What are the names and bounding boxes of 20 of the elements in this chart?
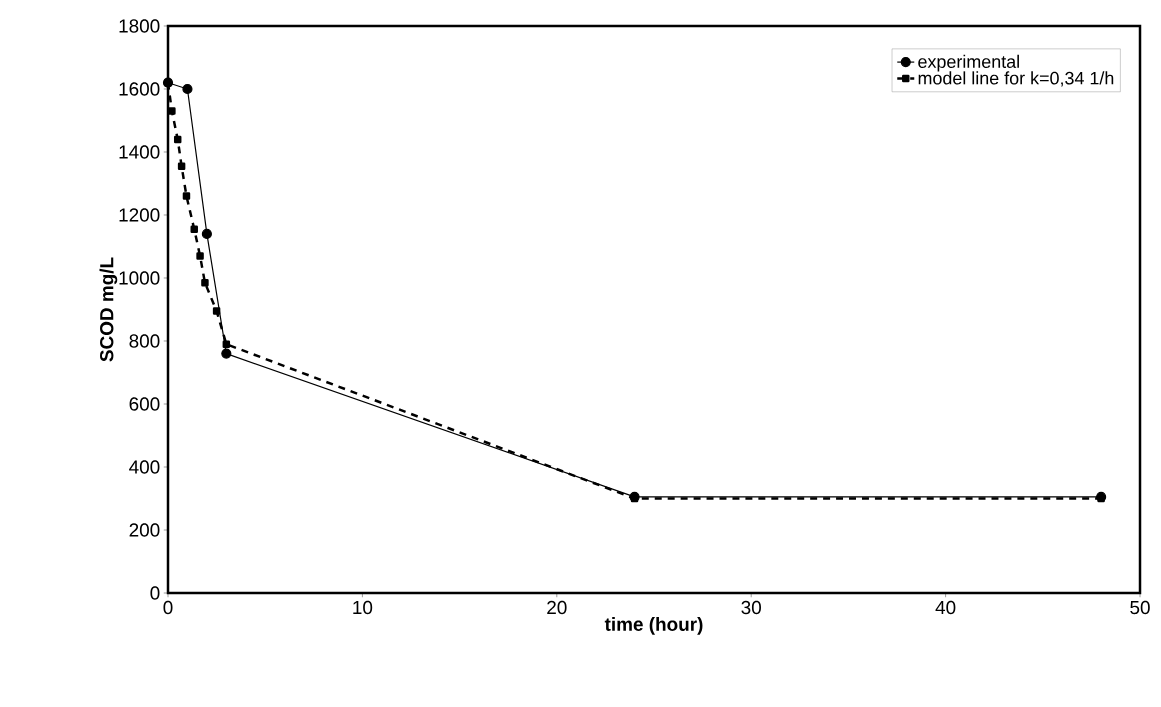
- x-tick-label: 50: [1130, 600, 1150, 615]
- legend-label: model line for k=0,34 1/h: [918, 71, 1114, 87]
- x-tick-label: 0: [163, 600, 173, 615]
- y-tick-label: 1000: [119, 271, 160, 285]
- x-tick-label: 20: [547, 600, 567, 615]
- y-tick-label: 1800: [119, 19, 160, 33]
- y-tick-label: 800: [129, 334, 160, 348]
- y-tick-label: 1600: [119, 82, 160, 96]
- y-tick-label: 200: [129, 523, 160, 537]
- x-axis-title: time (hour): [604, 617, 703, 635]
- y-tick-label: 0: [150, 586, 160, 600]
- y-tick-label: 600: [129, 397, 160, 411]
- y-tick-label: 1400: [119, 145, 160, 159]
- x-tick-label: 40: [935, 600, 956, 615]
- legend-label: experimental: [918, 54, 1019, 72]
- y-axis-title: SCOD mg/L: [99, 257, 118, 362]
- y-tick-label: 1200: [119, 208, 160, 222]
- x-tick-label: 30: [741, 600, 761, 615]
- x-tick-label: 10: [353, 600, 373, 615]
- y-tick-label: 400: [129, 460, 160, 474]
